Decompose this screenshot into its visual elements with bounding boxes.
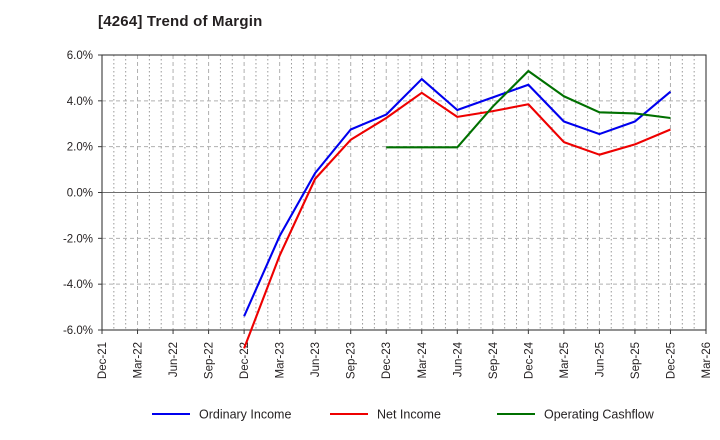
x-tick-label: Sep-23 — [346, 342, 358, 379]
x-tick-label: Mar-22 — [133, 342, 145, 378]
x-tick-label: Jun-22 — [168, 342, 180, 377]
x-tick-label: Dec-21 — [97, 342, 109, 379]
y-tick-label: 6.0% — [67, 50, 93, 62]
x-tick-label: Jun-25 — [594, 342, 606, 377]
x-tick-label: Jun-24 — [452, 341, 464, 377]
chart-title: [4264] Trend of Margin — [98, 13, 263, 30]
x-tick-label: Mar-24 — [417, 341, 429, 378]
y-tick-label: -4.0% — [63, 279, 93, 291]
x-tick-label: Mar-23 — [275, 342, 287, 378]
legend-label-net-income: Net Income — [377, 408, 441, 422]
x-tick-label: Dec-23 — [381, 342, 393, 379]
data-series-layer — [243, 69, 672, 349]
y-tick-label: 2.0% — [67, 142, 93, 154]
y-tick-label: -6.0% — [63, 325, 93, 337]
y-axis-tick-labels: 6.0% 4.0% 2.0% 0.0% -2.0% -4.0% -6.0% — [63, 50, 93, 337]
x-tick-label: Mar-25 — [559, 342, 571, 378]
x-axis-tick-labels: Dec-21 Mar-22 Jun-22 Sep-22 Dec-22 Mar-23 Jun-… — [97, 341, 713, 379]
y-tick-label: -2.0% — [63, 233, 93, 245]
plot-axes — [98, 54, 707, 334]
x-tick-label: Jun-23 — [310, 342, 322, 377]
x-tick-label: Sep-24 — [488, 341, 500, 379]
x-tick-label: Sep-25 — [630, 342, 642, 379]
x-tick-label: Dec-22 — [239, 342, 251, 379]
chart-legend: Ordinary Income Net Income Operating Cashf… — [152, 408, 655, 422]
series-line-operating-cashflow — [386, 69, 671, 149]
y-tick-label: 4.0% — [67, 96, 93, 108]
legend-label-operating-cashflow: Operating Cashflow — [544, 408, 655, 422]
series-line-net-income — [243, 91, 671, 349]
x-tick-label: Sep-22 — [204, 342, 216, 379]
series-line-ordinary-income — [243, 78, 672, 317]
major-gridlines — [102, 100, 706, 331]
legend-label-ordinary-income: Ordinary Income — [199, 408, 291, 422]
y-tick-label: 0.0% — [67, 188, 93, 200]
x-tick-label: Dec-24 — [523, 341, 535, 379]
x-tick-label: Mar-26 — [701, 342, 713, 378]
x-tick-label: Dec-25 — [665, 342, 677, 379]
